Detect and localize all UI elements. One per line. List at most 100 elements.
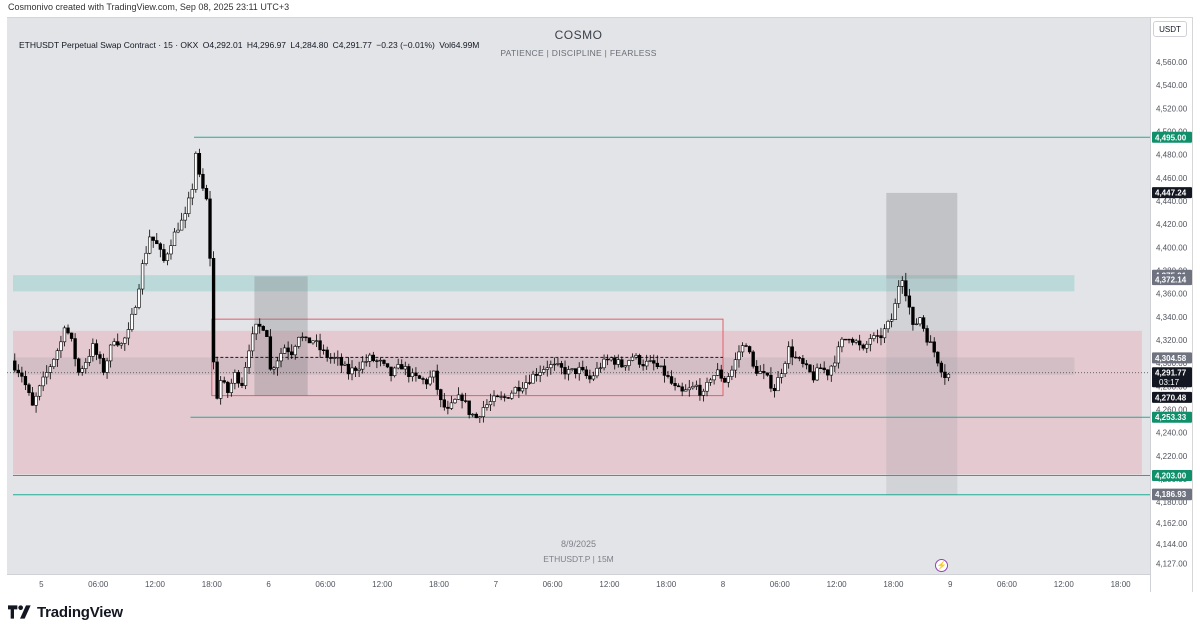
candle <box>172 228 177 247</box>
time-axis-svg: 5 06:00 12:00 18:00 6 06:00 12:00 18:00 7 06:00 12… <box>39 580 1131 589</box>
candle <box>900 276 904 294</box>
candle-body-down <box>843 338 848 341</box>
candle-body-down <box>446 406 450 409</box>
candle-body-up <box>112 341 116 346</box>
candle <box>137 284 141 310</box>
candle-body-up <box>545 367 549 370</box>
candle-body-up <box>872 335 876 339</box>
candle <box>747 345 752 354</box>
candle-body-down <box>375 360 379 362</box>
candle-body-up <box>254 323 258 335</box>
candle-body-up <box>179 219 184 231</box>
candle <box>644 354 649 370</box>
candle-body-down <box>20 372 24 377</box>
candle <box>400 359 404 370</box>
candle <box>77 357 81 376</box>
candle <box>712 375 716 385</box>
candle <box>744 343 748 347</box>
currency-button[interactable]: USDT <box>1153 21 1187 37</box>
candle-body-down <box>790 346 794 358</box>
price-tick-label: 4,220.00 <box>1156 452 1188 461</box>
candle <box>609 356 613 362</box>
candle <box>236 369 241 388</box>
price-badge-bg <box>1152 131 1192 143</box>
candle-body-down <box>925 328 929 343</box>
candle-body-down <box>584 369 589 377</box>
candle <box>932 337 936 358</box>
candle <box>389 366 393 382</box>
candle <box>59 335 63 358</box>
candle <box>165 252 170 266</box>
candle <box>705 377 709 397</box>
price-axis[interactable]: 4,560.004,540.004,520.004,500.004,480.00… <box>1150 18 1192 592</box>
candle <box>453 398 457 404</box>
candle-body-up <box>481 407 486 417</box>
candle-body-down <box>289 351 294 356</box>
candle <box>673 377 677 391</box>
candle <box>130 308 134 332</box>
candle-body-down <box>932 341 936 353</box>
candle <box>648 355 652 363</box>
candle-body-down <box>98 354 102 359</box>
candle <box>719 364 723 382</box>
candle-body-down <box>435 370 439 390</box>
candle-body-down <box>673 383 677 387</box>
time-axis[interactable]: 5 06:00 12:00 18:00 6 06:00 12:00 18:00 7 06:00 12… <box>7 574 1150 592</box>
candle <box>48 363 52 380</box>
candle <box>790 339 794 366</box>
chart-svg[interactable] <box>7 18 1150 574</box>
candle <box>605 354 610 366</box>
candle-body-down <box>69 332 74 339</box>
candle-body-down <box>769 374 773 389</box>
candle <box>652 354 656 371</box>
candle-body-down <box>822 367 826 371</box>
price-badge-bg <box>1152 391 1192 403</box>
time-tick-label: 8 <box>721 580 726 589</box>
candle <box>889 313 894 328</box>
candle <box>16 364 20 378</box>
candle <box>875 329 880 344</box>
price-badge-label: 4,291.77 <box>1155 369 1187 378</box>
candle-body-down <box>414 372 418 376</box>
candle-body-up <box>900 280 904 287</box>
candle <box>779 368 784 384</box>
candle <box>723 375 727 383</box>
candle-body-up <box>91 343 95 357</box>
candle-body-up <box>829 365 833 376</box>
candle-body-down <box>847 338 851 341</box>
candle <box>797 356 802 362</box>
lightning-icon[interactable]: ⚡ <box>935 559 948 572</box>
candle-body-down <box>16 369 20 374</box>
candle <box>169 239 173 260</box>
candle-body-up <box>471 413 475 416</box>
candle <box>534 368 539 382</box>
candle-body-down <box>527 382 532 384</box>
candle <box>502 393 507 402</box>
candle <box>392 366 397 378</box>
candle <box>119 342 123 349</box>
candle-body-up <box>45 372 49 378</box>
candle <box>786 341 791 369</box>
candle <box>733 352 738 378</box>
candle <box>45 365 49 385</box>
candle-body-down <box>439 389 443 401</box>
candle-body-up <box>165 253 170 261</box>
candle-body-up <box>715 369 720 376</box>
candle <box>751 350 755 369</box>
candle <box>591 371 596 382</box>
candle <box>360 356 365 374</box>
time-tick-label: 18:00 <box>883 580 904 589</box>
chart-plot-area[interactable]: ETHUSDT Perpetual Swap Contract · 15 · O… <box>7 18 1150 574</box>
candle-body-down <box>339 357 344 366</box>
candle <box>442 393 447 411</box>
candle <box>140 259 145 295</box>
legend-change: −0.23 (−0.01%) <box>376 40 435 50</box>
candle-body-up <box>119 343 123 346</box>
candle-body-up <box>80 368 84 373</box>
candle-body-up <box>364 361 368 363</box>
candle <box>91 338 95 362</box>
legend-close: C4,291.77 <box>332 40 372 50</box>
candle-body-up <box>48 366 52 373</box>
candle-body-up <box>41 376 45 387</box>
candle <box>407 363 411 383</box>
